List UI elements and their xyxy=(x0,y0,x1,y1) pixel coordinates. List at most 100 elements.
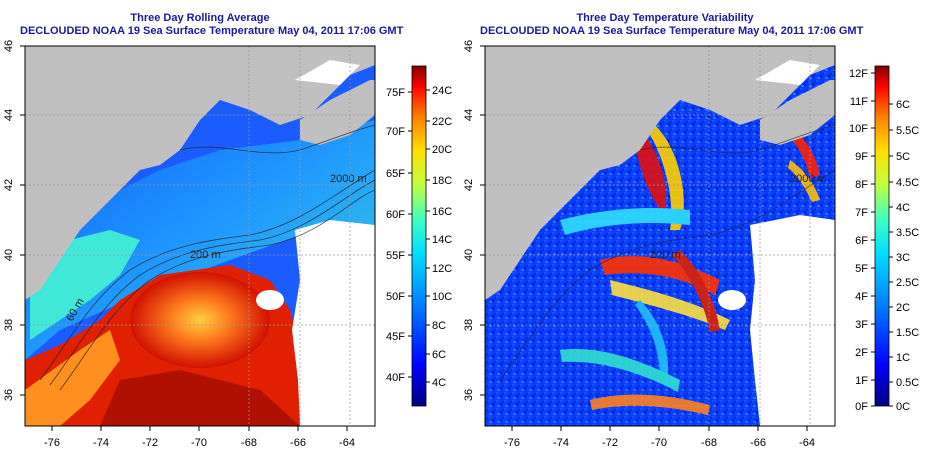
left-y-tick: 46 xyxy=(3,40,15,52)
left-y-axis: 46 44 42 40 38 36 xyxy=(3,40,25,401)
right-x-tick: -72 xyxy=(602,437,618,449)
right-x-tick: -66 xyxy=(750,437,766,449)
right-cb-f-label: 9F xyxy=(855,151,868,163)
right-cb-f-label: 11F xyxy=(850,96,868,108)
left-cb-c-label: 24C xyxy=(432,85,452,97)
right-cb-c-label: 5C xyxy=(896,151,910,163)
right-cb-c-label: 4C xyxy=(896,202,910,214)
right-cb-c-label: 6C xyxy=(896,99,910,111)
right-y-tick: 40 xyxy=(463,249,475,261)
left-cb-c-label: 8C xyxy=(432,320,446,332)
left-x-axis: -76 -74 -72 -70 -68 -66 -64 xyxy=(44,426,355,449)
right-cb-f-label: 1F xyxy=(855,375,868,387)
left-cb-f-label: 40F xyxy=(386,372,405,384)
right-y-tick: 44 xyxy=(463,109,475,121)
right-y-tick: 36 xyxy=(463,389,475,401)
left-cb-f-label: 60F xyxy=(386,209,405,221)
left-land xyxy=(25,46,375,300)
right-land-cloud xyxy=(755,60,820,85)
left-nova-scotia xyxy=(300,80,375,145)
right-contours xyxy=(499,124,835,381)
left-colorbar-ramp xyxy=(411,65,427,407)
left-contour-label-2000: 2000 m xyxy=(330,173,367,185)
right-cb-f-label: 10F xyxy=(849,123,868,135)
left-map-panel: 200 m 2000 m 60 m xyxy=(25,46,375,426)
right-cb-c-label: 5.5C xyxy=(896,125,919,137)
left-warm-filament xyxy=(25,330,120,426)
left-cb-f-label: 70F xyxy=(386,126,405,138)
right-map-frame xyxy=(484,45,836,427)
left-cloud-patch xyxy=(256,290,284,310)
left-cb-c-label: 20C xyxy=(432,144,452,156)
right-cb-f-label: 2F xyxy=(855,347,868,359)
left-x-tick: -72 xyxy=(142,437,158,449)
right-grid xyxy=(485,46,835,426)
left-cb-c-label: 22C xyxy=(432,116,452,128)
left-cb-f-label: 50F xyxy=(386,291,405,303)
right-panel-title: Three Day Temperature Variability DECLOU… xyxy=(480,12,864,38)
right-title-line: Three Day Temperature Variability xyxy=(576,12,754,24)
right-cb-c-label: 3.5C xyxy=(896,227,919,239)
left-cloud-mask xyxy=(292,220,375,426)
left-x-tick: -70 xyxy=(191,437,207,449)
right-map-panel: 200 m 2000 m xyxy=(485,46,835,426)
left-deep-warm xyxy=(100,370,300,426)
right-x-tick: -76 xyxy=(504,437,520,449)
right-cb-f-label: 6F xyxy=(855,235,868,247)
left-cb-c-label: 14C xyxy=(432,234,452,246)
right-y-tick: 46 xyxy=(463,40,475,52)
right-cb-f-label: 5F xyxy=(855,263,868,275)
left-grid xyxy=(25,46,375,426)
left-cb-f-label: 45F xyxy=(386,331,405,343)
left-y-tick: 38 xyxy=(3,319,15,331)
left-y-tick: 44 xyxy=(3,109,15,121)
right-y-tick: 38 xyxy=(463,319,475,331)
right-cb-f-label: 7F xyxy=(855,207,868,219)
left-cb-c-label: 12C xyxy=(432,263,452,275)
right-subtitle-line: DECLOUDED NOAA 19 Sea Surface Temperatur… xyxy=(480,25,864,37)
right-x-tick: -64 xyxy=(799,437,815,449)
right-cb-f-label: 12F xyxy=(849,68,868,80)
left-cb-c-label: 6C xyxy=(432,349,446,361)
right-cb-f-label: 4F xyxy=(855,291,868,303)
left-x-tick: -74 xyxy=(93,437,109,449)
left-x-tick: -68 xyxy=(241,437,257,449)
right-cb-c-label: 4.5C xyxy=(896,177,919,189)
right-colorbar-ramp xyxy=(874,65,890,407)
right-nova-scotia xyxy=(760,80,835,145)
left-title-line: Three Day Rolling Average xyxy=(130,12,270,24)
right-x-tick: -70 xyxy=(651,437,667,449)
right-cb-c-label: 2.5C xyxy=(896,277,919,289)
right-cb-f-label: 8F xyxy=(855,179,868,191)
left-land-cloud xyxy=(295,60,360,85)
left-cb-f-label: 65F xyxy=(386,168,405,180)
right-land xyxy=(485,46,835,300)
left-map-frame xyxy=(24,45,376,427)
right-cb-c-label: 0.5C xyxy=(896,377,919,389)
left-cb-c-label: 18C xyxy=(432,175,452,187)
left-x-tick: -64 xyxy=(339,437,355,449)
right-cb-f-label: 3F xyxy=(855,319,868,331)
right-cb-c-label: 3C xyxy=(896,252,910,264)
left-y-tick: 36 xyxy=(3,389,15,401)
right-cloud-mask xyxy=(750,215,835,426)
right-y-tick: 42 xyxy=(463,179,475,191)
right-x-tick: -74 xyxy=(553,437,569,449)
right-contour-label-2000: 2000 m xyxy=(790,173,827,185)
right-cb-c-label: 1C xyxy=(896,352,910,364)
right-y-axis: 46 44 42 40 38 36 xyxy=(463,40,485,401)
right-cb-c-label: 0C xyxy=(896,401,910,413)
right-cb-f-label: 0F xyxy=(855,401,868,413)
right-cb-c-label: 1.5C xyxy=(896,327,919,339)
left-warm-eddy xyxy=(130,272,270,368)
left-cb-f-label: 55F xyxy=(386,250,405,262)
left-panel-title: Three Day Rolling Average DECLOUDED NOAA… xyxy=(20,12,404,38)
left-y-tick: 40 xyxy=(3,249,15,261)
left-x-tick: -66 xyxy=(290,437,306,449)
left-x-tick: -76 xyxy=(44,437,60,449)
left-contours xyxy=(39,124,375,391)
left-cb-c-label: 4C xyxy=(432,377,446,389)
left-subtitle-line: DECLOUDED NOAA 19 Sea Surface Temperatur… xyxy=(20,25,404,37)
right-x-axis: -76 -74 -72 -70 -68 -66 -64 xyxy=(504,426,815,449)
